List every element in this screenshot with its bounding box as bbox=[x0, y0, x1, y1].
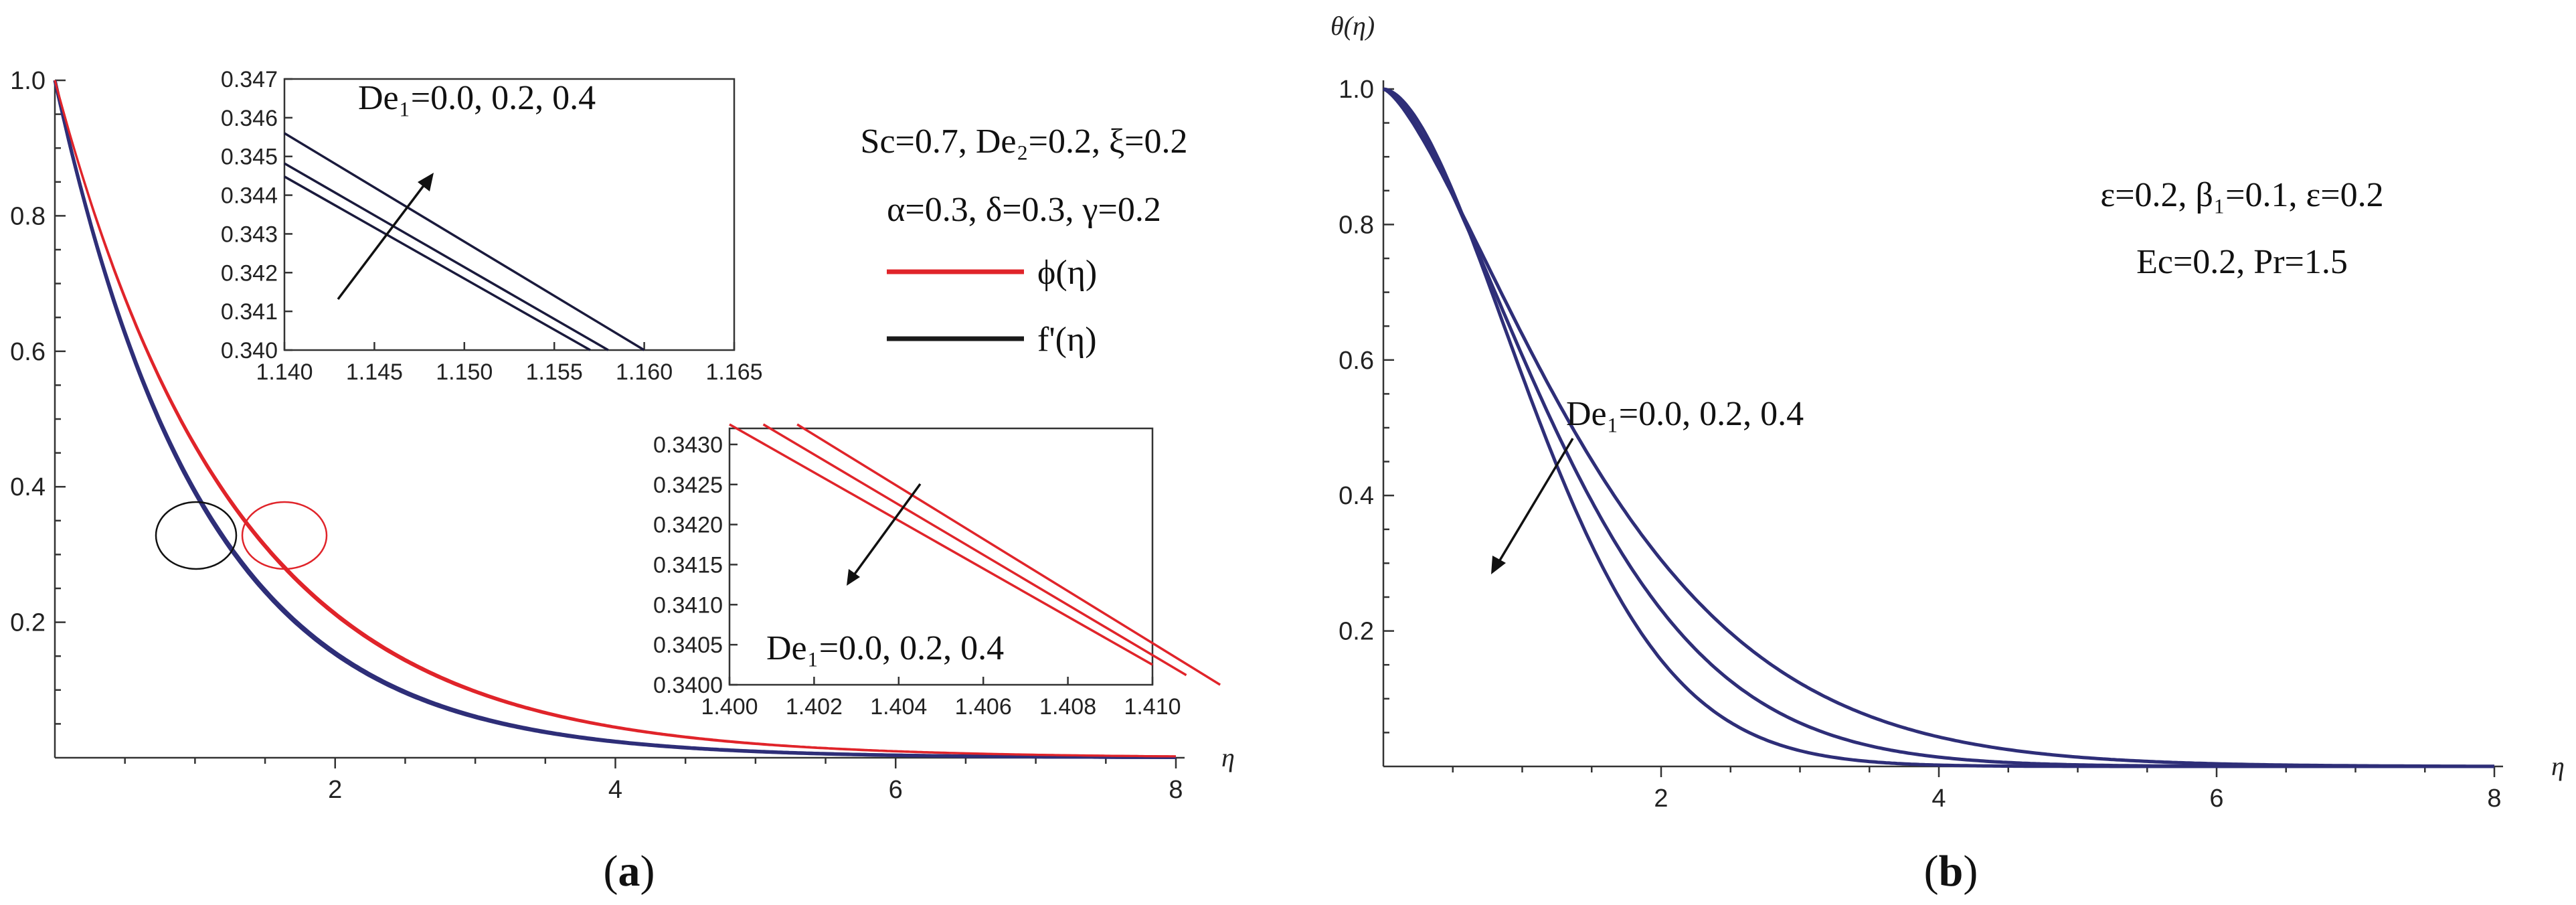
a-inset-1-y-tick-label: 0.346 bbox=[221, 106, 278, 131]
panel-b-chart: 2 4 6 8 0.2 0.4 0.6 0.8 1.0 η θ(η) ε=0.2, β₁=0.1… bbox=[1330, 11, 2565, 896]
a-y-tick-label: 1.0 bbox=[10, 67, 46, 95]
a-inset-1-arrow-shaft bbox=[337, 178, 430, 301]
b-y-axis-label: θ(η) bbox=[1330, 11, 1375, 41]
a-series-line bbox=[53, 80, 1176, 759]
a-inset-1-x-tick-label: 1.160 bbox=[616, 359, 673, 385]
b-annotation-arrow-head bbox=[1491, 556, 1506, 574]
a-inset-1-y-tick-label: 0.342 bbox=[221, 260, 278, 286]
a-inset-1-series-line bbox=[284, 162, 609, 351]
a-inset-2-series-line bbox=[796, 423, 1221, 686]
a-inset-1: 1.140 1.145 1.150 1.155 1.160 1.165 0.340 0.341… bbox=[221, 67, 763, 385]
a-legend-fprime-label: f'(η) bbox=[1037, 321, 1097, 359]
a-inset-2-arrow-head bbox=[847, 569, 860, 586]
b-annotation-arrow-shaft bbox=[1496, 438, 1574, 564]
a-inset-2-x-tick-label: 1.400 bbox=[701, 694, 758, 720]
a-y-tick-label: 0.4 bbox=[10, 473, 46, 501]
b-annotation: De₁=0.0, 0.2, 0.4 bbox=[1566, 395, 1804, 433]
a-inset-2-y-tick-label: 0.3415 bbox=[653, 552, 723, 578]
a-inset-2-x-tick-label: 1.408 bbox=[1039, 694, 1096, 720]
a-x-tick-label: 6 bbox=[889, 776, 903, 804]
a-parameters-line1: Sc=0.7, De₂=0.2, ξ=0.2 bbox=[861, 122, 1188, 161]
a-x-axis-label: η bbox=[1221, 742, 1235, 772]
a-inset-2-y-tick-label: 0.3430 bbox=[653, 432, 723, 458]
a-inset-1-arrow-head bbox=[418, 173, 434, 191]
a-inset-2-x-tick-label: 1.406 bbox=[955, 694, 1012, 720]
a-y-tick-label: 0.6 bbox=[10, 338, 46, 366]
b-y-tick-label: 0.6 bbox=[1339, 347, 1374, 375]
a-phi-highlight-ellipse bbox=[241, 501, 328, 570]
a-legend-phi-label: ϕ(η) bbox=[1037, 254, 1097, 292]
a-inset-1-x-tick-label: 1.150 bbox=[436, 359, 493, 385]
a-inset-2-frame bbox=[728, 427, 1154, 686]
a-series-line bbox=[54, 80, 1177, 758]
a-x-tick-label: 4 bbox=[608, 776, 622, 804]
a-inset-1-x-tick-label: 1.155 bbox=[526, 359, 583, 385]
a-inset-2-x-tick-label: 1.410 bbox=[1124, 694, 1181, 720]
a-inset-2: 1.400 1.402 1.404 1.406 1.408 1.410 0.3400 0.34… bbox=[653, 423, 1221, 720]
b-y-tick-label: 0.8 bbox=[1339, 211, 1374, 239]
a-inset-2-y-tick-label: 0.3420 bbox=[653, 513, 723, 538]
a-inset-1-x-tick-label: 1.140 bbox=[256, 359, 313, 385]
a-y-tick-label: 0.8 bbox=[10, 202, 46, 230]
b-x-axis-label: η bbox=[2551, 751, 2565, 781]
a-inset-1-y-tick-label: 0.344 bbox=[221, 183, 278, 209]
panel-a-chart: 2 4 6 8 0.2 0.4 0.6 0.8 1.0 η Sc=0.7, De₂=0.2, ξ… bbox=[10, 67, 1235, 896]
a-inset-2-x-tick-label: 1.404 bbox=[870, 694, 927, 720]
a-inset-1-y-tick-label: 0.340 bbox=[221, 338, 278, 363]
a-inset-1-series-line bbox=[284, 132, 645, 351]
a-parameters-line2: α=0.3, δ=0.3, γ=0.2 bbox=[887, 191, 1161, 229]
b-y-tick-label: 0.4 bbox=[1339, 482, 1374, 510]
a-inset-1-y-tick-label: 0.341 bbox=[221, 299, 278, 325]
b-x-tick-label: 8 bbox=[2487, 785, 2501, 813]
a-inset-1-x-tick-label: 1.145 bbox=[346, 359, 403, 385]
a-inset-2-annotation: De₁=0.0, 0.2, 0.4 bbox=[766, 629, 1004, 667]
a-inset-2-series-line bbox=[729, 423, 1153, 666]
a-legend: ϕ(η) f'(η) bbox=[887, 254, 1097, 359]
a-x-tick-label: 8 bbox=[1169, 776, 1183, 804]
a-panel-label: (a) bbox=[604, 847, 655, 896]
a-inset-2-arrow-shaft bbox=[851, 483, 922, 579]
a-inset-1-annotation: De₁=0.0, 0.2, 0.4 bbox=[358, 79, 596, 117]
b-x-tick-label: 2 bbox=[1654, 785, 1668, 813]
b-x-tick-label: 4 bbox=[1931, 785, 1946, 813]
b-x-tick-label: 6 bbox=[2209, 785, 2223, 813]
a-inset-1-y-tick-label: 0.347 bbox=[221, 67, 278, 92]
b-parameters-line1: ε=0.2, β₁=0.1, ε=0.2 bbox=[2100, 176, 2383, 214]
a-fprime-highlight-ellipse bbox=[155, 501, 238, 570]
a-inset-1-series-line bbox=[284, 175, 591, 351]
a-inset-1-y-tick-label: 0.343 bbox=[221, 222, 278, 247]
a-y-tick-label: 0.2 bbox=[10, 609, 46, 637]
a-inset-1-x-tick-label: 1.165 bbox=[705, 359, 762, 385]
b-panel-label: (b) bbox=[1924, 847, 1978, 896]
a-x-tick-label: 2 bbox=[328, 776, 342, 804]
a-inset-2-y-tick-label: 0.3425 bbox=[653, 473, 723, 498]
a-inset-2-x-tick-label: 1.402 bbox=[786, 694, 843, 720]
a-inset-2-y-tick-label: 0.3400 bbox=[653, 673, 723, 698]
a-inset-2-series-line bbox=[762, 423, 1187, 677]
b-series-line bbox=[1382, 87, 2494, 768]
a-inset-2-y-tick-label: 0.3410 bbox=[653, 592, 723, 618]
a-inset-1-y-tick-label: 0.345 bbox=[221, 145, 278, 170]
b-y-tick-label: 0.2 bbox=[1339, 618, 1374, 646]
b-parameters-line2: Ec=0.2, Pr=1.5 bbox=[2136, 243, 2348, 281]
a-inset-2-y-tick-label: 0.3405 bbox=[653, 633, 723, 658]
b-y-tick-label: 1.0 bbox=[1339, 76, 1374, 104]
